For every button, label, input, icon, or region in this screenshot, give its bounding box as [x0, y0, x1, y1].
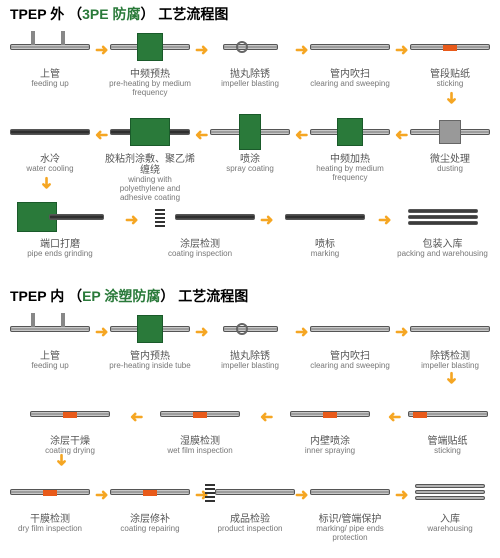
label-en: feeding up — [5, 80, 95, 89]
step: 抛丸除锈 impeller blasting — [205, 310, 295, 371]
step: 管内预热 pre-heating inside tube — [105, 310, 195, 371]
d1-row1: 上管 feeding up ➜ 中频预热 pre-heating by medi… — [0, 28, 500, 113]
label-en: warehousing — [405, 525, 495, 534]
step-clearing: 管内吹扫 clearing and sweeping — [305, 28, 395, 89]
step-grinding: 端口打磨 pipe ends grinding — [5, 198, 115, 259]
d1-row2: 水冷 water cooling ➜ 胶粘剂涂敷、聚乙烯缠绕 winding w… — [0, 113, 500, 198]
step-coating-inspect: 涂层检测 coating inspection — [145, 198, 255, 259]
step-blasting: 抛丸除锈 impeller blasting — [205, 28, 295, 89]
step-feeding-up: 上管 feeding up — [5, 28, 95, 89]
label-en: packing and warehousing — [390, 250, 495, 259]
step: 入库 warehousing — [405, 473, 495, 534]
label-en: coating inspection — [145, 250, 255, 259]
label-en: coating repairing — [105, 525, 195, 534]
title-mid: 3PE 防腐 — [82, 6, 140, 22]
label-en: feeding up — [5, 362, 95, 371]
step-heating: 中频加热 heating by medium frequency — [305, 113, 395, 183]
step: 干膜检测 dry film inspection — [5, 473, 95, 534]
arrow-down-icon: ➜ — [442, 91, 462, 104]
step-cooling: 水冷 water cooling — [5, 113, 95, 174]
arrow-down-icon: ➜ — [37, 176, 57, 189]
arrow-down-icon: ➜ — [52, 453, 72, 466]
label-en: spray coating — [205, 165, 295, 174]
label-en: sticking — [405, 80, 495, 89]
label-en: marking/ pipe ends protection — [305, 525, 395, 543]
label-en: clearing and sweeping — [305, 362, 395, 371]
diagram1-title: TPEP 外 （3PE 防腐） 工艺流程图 — [0, 0, 500, 28]
arrow-left-icon: ➜ — [130, 407, 143, 427]
arrow-left-icon: ➜ — [260, 407, 273, 427]
label-cn: 胶粘剂涂敷、聚乙烯缠绕 — [105, 154, 195, 176]
label-en: water cooling — [5, 165, 95, 174]
title-post: ） 工艺流程图 — [160, 288, 248, 304]
label-en: pre-heating by medium frequency — [105, 80, 195, 98]
step-winding: 胶粘剂涂敷、聚乙烯缠绕 winding with polyethylene an… — [105, 113, 195, 202]
title-pre: TPEP 外 （ — [10, 6, 82, 22]
label-en: dusting — [405, 165, 495, 174]
step-preheat: 中频预热 pre-heating by medium frequency — [105, 28, 195, 98]
step: 标识/管端保护 marking/ pipe ends protection — [305, 473, 395, 543]
label-en: impeller blasting — [405, 362, 495, 371]
label-en: pipe ends grinding — [5, 250, 115, 259]
step: 管内吹扫 clearing and sweeping — [305, 310, 395, 371]
label-en: impeller blasting — [205, 362, 295, 371]
step-marking: 喷标 marking — [275, 198, 375, 259]
diagram-tpep-inner: TPEP 内 （EP 涂塑防腐） 工艺流程图 上管 feeding up ➜ 管… — [0, 282, 500, 558]
step-dusting: 微尘处理 dusting — [405, 113, 495, 174]
step-spray: 喷涂 spray coating — [205, 113, 295, 174]
label-en: sticking — [400, 447, 495, 456]
diagram-tpep-outer: TPEP 外 （3PE 防腐） 工艺流程图 上管 feeding up ➜ 中频… — [0, 0, 500, 283]
label-en: marking — [275, 250, 375, 259]
arrow-icon: ➜ — [260, 210, 273, 230]
title-post: ） 工艺流程图 — [140, 6, 228, 22]
label-en: clearing and sweeping — [305, 80, 395, 89]
d2-row3: 干膜检测 dry film inspection ➜ 涂层修补 coating … — [0, 473, 500, 558]
label-en: inner spraying — [275, 447, 385, 456]
d2-row2: 涂层干燥 coating drying ➜ 湿膜检测 wet film insp… — [0, 395, 500, 473]
arrow-down-icon: ➜ — [442, 371, 462, 384]
label-en: product inspection — [205, 525, 295, 534]
step-sticking: 管段贴纸 sticking — [405, 28, 495, 89]
step: 内壁喷涂 inner spraying — [275, 395, 385, 456]
label-en: pre-heating inside tube — [105, 362, 195, 371]
step: 涂层干燥 coating drying — [15, 395, 125, 456]
step: 除锈检测 impeller blasting — [405, 310, 495, 371]
label-en: dry film inspection — [5, 525, 95, 534]
step: 管端贴纸 sticking — [400, 395, 495, 456]
label-en: impeller blasting — [205, 80, 295, 89]
label-en: heating by medium frequency — [305, 165, 395, 183]
title-pre: TPEP 内 （ — [10, 288, 82, 304]
d2-row1: 上管 feeding up ➜ 管内预热 pre-heating inside … — [0, 310, 500, 395]
step: 上管 feeding up — [5, 310, 95, 371]
step: 成品检验 product inspection — [205, 473, 295, 534]
arrow-icon: ➜ — [125, 210, 138, 230]
step: 涂层修补 coating repairing — [105, 473, 195, 534]
step-warehouse: 包装入库 packing and warehousing — [390, 198, 495, 259]
title-mid: EP 涂塑防腐 — [82, 288, 160, 304]
d1-row3: 端口打磨 pipe ends grinding ➜ 涂层检测 coating i… — [0, 198, 500, 283]
label-en: wet film inspection — [145, 447, 255, 456]
diagram2-title: TPEP 内 （EP 涂塑防腐） 工艺流程图 — [0, 282, 500, 310]
step: 湿膜检测 wet film inspection — [145, 395, 255, 456]
